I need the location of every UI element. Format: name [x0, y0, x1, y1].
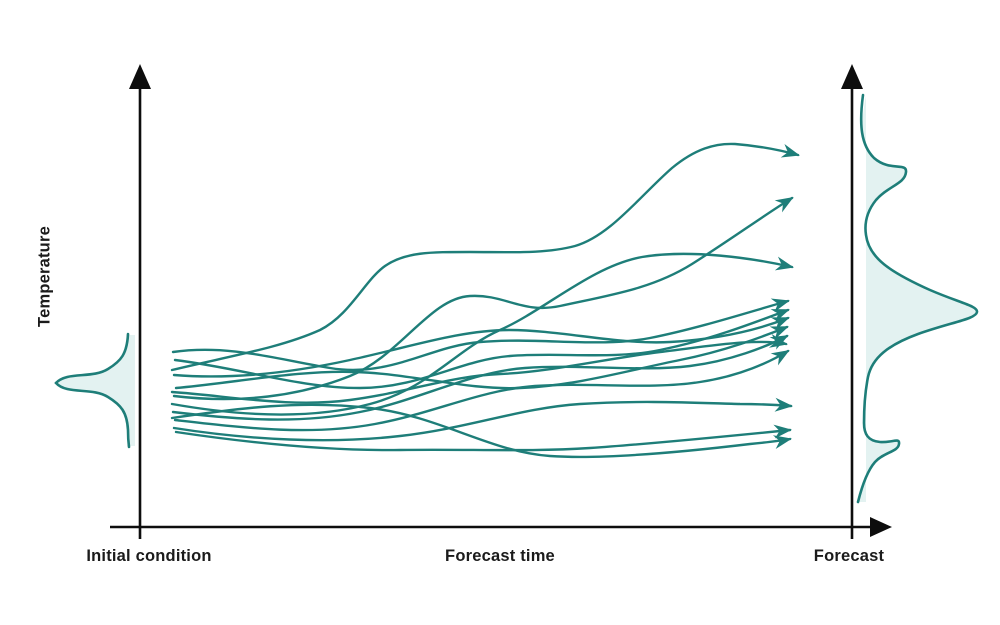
- initial-distribution-fill: [56, 335, 135, 446]
- x-axis-arrowhead-icon: [870, 517, 892, 537]
- ensemble-trajectory-line: [174, 424, 792, 452]
- ensemble-trajectory-line: [171, 298, 790, 372]
- x-axis-label-forecast: Forecast: [813, 547, 885, 565]
- forecast-distribution-fill: [858, 96, 978, 502]
- ensemble-trajectory-line: [170, 252, 794, 416]
- y-axis-left-arrowhead-icon: [129, 64, 151, 89]
- ensemble-trajectory-line: [172, 196, 794, 401]
- ensemble-trajectory-line: [170, 334, 788, 404]
- x-axis-label-forecast-time: Forecast time: [445, 547, 555, 565]
- ensemble-trajectory-line: [173, 349, 790, 432]
- forecast-distribution-curve: [856, 93, 979, 504]
- y-axis-right-arrowhead-icon: [841, 64, 863, 89]
- ensemble-trajectory-line: [172, 397, 793, 442]
- y-axis-label-temperature: Temperature: [35, 226, 54, 327]
- ensemble-trajectory-line: [174, 325, 789, 390]
- ensemble-trajectory-line: [172, 316, 790, 378]
- ensemble-trajectory-line: [173, 308, 790, 390]
- x-axis-label-initial-condition: Initial condition: [86, 547, 212, 565]
- ensemble-trajectory-line: [170, 403, 792, 459]
- initial-distribution-curve: [54, 332, 131, 449]
- ensemble-trajectory-line: [170, 142, 800, 372]
- ensemble-trajectory-line: [171, 334, 789, 421]
